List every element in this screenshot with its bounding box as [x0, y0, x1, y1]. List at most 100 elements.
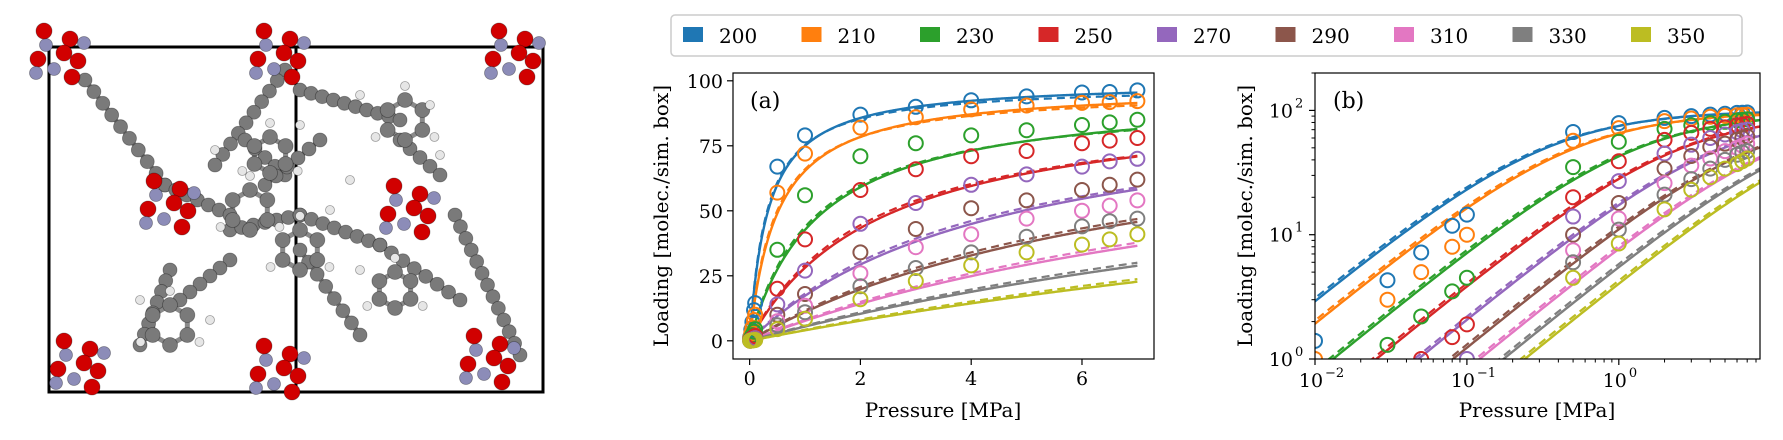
- atom: [29, 50, 47, 68]
- point-b-270: [1656, 145, 1673, 162]
- atom: [499, 357, 517, 375]
- point-b-200: [1379, 272, 1396, 289]
- point-a-230: [1018, 122, 1035, 139]
- fit-line-b-330: [1501, 169, 1760, 359]
- atom: [39, 38, 53, 52]
- atom: [490, 300, 506, 316]
- fit-line-b-250: [1374, 125, 1760, 359]
- atom: [532, 36, 546, 50]
- fit-dashed-a-250: [748, 154, 1138, 342]
- point-a-210: [769, 184, 786, 201]
- atom: [397, 132, 413, 148]
- atom: [297, 351, 311, 365]
- atom: [267, 62, 281, 76]
- legend-swatch-200: [683, 27, 703, 42]
- x-tick-label-a: 2: [854, 368, 866, 390]
- point-a-210: [852, 119, 869, 136]
- point-b-250: [1444, 329, 1461, 346]
- y-tick-exponent-b: 0: [1295, 345, 1303, 360]
- point-b-270: [1610, 173, 1627, 190]
- atom: [144, 307, 161, 323]
- fit-line-a-290: [749, 220, 1138, 342]
- atom: [459, 371, 473, 385]
- atom: [507, 341, 521, 355]
- point-b-200: [1610, 115, 1627, 132]
- point-a-210: [1101, 94, 1118, 111]
- point-a-270: [907, 195, 924, 211]
- point-a-350: [852, 291, 869, 308]
- point-b-250: [1458, 316, 1475, 333]
- legend-swatch-330: [1512, 27, 1533, 42]
- fit-dashed-b-230: [1327, 119, 1760, 359]
- atom: [179, 202, 197, 220]
- point-a-230: [1101, 114, 1118, 131]
- y-tick-label-b: 10: [1269, 349, 1293, 371]
- atom: [502, 62, 516, 76]
- atom: [182, 284, 198, 300]
- y-tick-label-b: 10: [1269, 100, 1293, 122]
- point-a-250: [1018, 143, 1035, 159]
- atom: [469, 343, 483, 357]
- legend-label-290: 290: [1312, 24, 1350, 48]
- panel-label-a: (a): [750, 89, 780, 114]
- atom: [405, 199, 423, 217]
- atom: [292, 222, 308, 238]
- axes-frame-a: [732, 72, 1155, 360]
- atom: [345, 175, 355, 185]
- fit-dashed-a-290: [749, 217, 1138, 342]
- atom: [75, 354, 93, 372]
- atom: [179, 307, 196, 323]
- atom: [371, 291, 388, 307]
- atom: [281, 345, 299, 363]
- point-b-350: [1565, 269, 1582, 286]
- atom: [265, 262, 276, 272]
- atom: [465, 327, 483, 345]
- fit-dashed-a-330: [749, 261, 1138, 342]
- atom: [224, 212, 241, 228]
- legend-swatch-290: [1275, 27, 1296, 42]
- fit-line-b-290: [1451, 146, 1760, 359]
- atom: [69, 52, 87, 70]
- atom: [389, 193, 403, 207]
- atom: [355, 90, 365, 100]
- atom: [275, 44, 293, 62]
- atom: [237, 166, 248, 176]
- point-a-350: [797, 310, 814, 327]
- atom: [274, 252, 291, 268]
- point-b-200: [1458, 206, 1475, 223]
- point-b-310: [1610, 210, 1627, 227]
- point-a-230: [852, 148, 869, 165]
- atom: [518, 68, 536, 86]
- legend-swatch-210: [801, 27, 822, 42]
- atom: [249, 66, 263, 80]
- point-b-210: [1444, 238, 1461, 255]
- point-a-210: [797, 145, 814, 162]
- atom: [295, 120, 305, 130]
- atom: [259, 353, 273, 367]
- atom: [309, 232, 326, 248]
- legend-label-230: 230: [956, 24, 994, 48]
- atom: [205, 315, 215, 325]
- fit-line-a-200: [748, 91, 1138, 341]
- atom: [429, 132, 440, 142]
- point-a-200: [1073, 84, 1090, 101]
- atom: [139, 216, 153, 230]
- atom: [379, 205, 397, 223]
- atom: [480, 277, 495, 293]
- atom: [47, 62, 61, 76]
- point-b-290: [1702, 138, 1719, 155]
- atom: [83, 378, 101, 396]
- atom: [202, 268, 218, 284]
- atom: [274, 232, 291, 248]
- atom: [262, 165, 278, 181]
- point-a-290: [1073, 182, 1090, 198]
- atom: [77, 36, 91, 50]
- atom: [496, 312, 512, 328]
- atom: [387, 300, 403, 316]
- point-a-330: [1129, 210, 1146, 227]
- atom: [246, 104, 262, 120]
- atom: [412, 150, 428, 165]
- point-a-200: [1018, 88, 1035, 105]
- y-tick-label-a: 100: [687, 71, 723, 93]
- point-b-250: [1565, 189, 1582, 206]
